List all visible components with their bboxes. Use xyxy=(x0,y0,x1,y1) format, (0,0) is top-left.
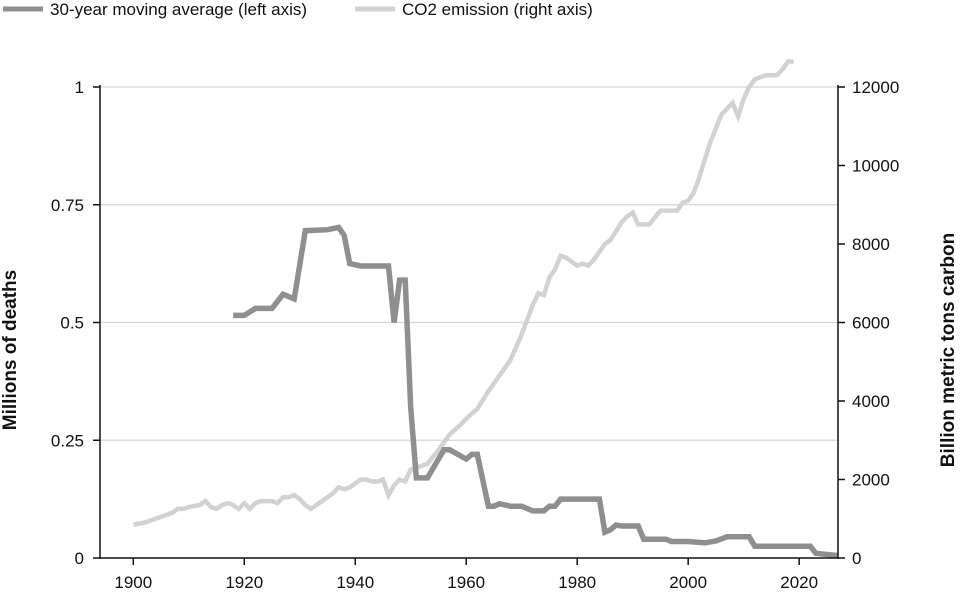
y-left-tick-label: 1 xyxy=(75,78,84,97)
legend-label-moving-average: 30-year moving average (left axis) xyxy=(50,0,307,19)
y-right-tick-label: 2000 xyxy=(852,471,890,490)
gridlines xyxy=(100,86,838,441)
y-right-tick-label: 0 xyxy=(852,549,861,568)
x-tick-label: 1980 xyxy=(558,573,596,592)
y-left-tick-label: 0.75 xyxy=(51,196,84,215)
series-layer xyxy=(132,59,839,559)
series-line-moving-average xyxy=(233,224,839,559)
legend-label-co2-emission: CO2 emission (right axis) xyxy=(402,0,593,19)
y-left-axis-title: Millions of deaths xyxy=(0,270,21,430)
y-right-tick-label: 8000 xyxy=(852,235,890,254)
y-right-tick-label: 12000 xyxy=(852,78,899,97)
y-left-tick-label: 0.5 xyxy=(60,314,84,333)
x-tick-label: 1900 xyxy=(114,573,152,592)
y-left-tick-label: 0.25 xyxy=(51,431,84,450)
y-right-tick-label: 4000 xyxy=(852,392,890,411)
x-tick-label: 1940 xyxy=(336,573,374,592)
y-right-tick-label: 10000 xyxy=(852,157,899,176)
x-tick-label: 2000 xyxy=(669,573,707,592)
x-axis-ticks: 1900 1920 1940 1960 1980 2000 2020 xyxy=(114,558,818,592)
x-tick-label: 2020 xyxy=(780,573,818,592)
y-right-axis-ticks: 0 2000 4000 6000 8000 10000 12000 xyxy=(838,78,899,568)
x-tick-label: 1960 xyxy=(447,573,485,592)
y-right-tick-label: 6000 xyxy=(852,314,890,333)
series-line-co2-emission xyxy=(132,59,794,527)
y-right-axis-title: Billion metric tons carbon xyxy=(938,233,959,467)
y-left-tick-label: 0 xyxy=(75,549,84,568)
y-left-axis-ticks: 0 0.25 0.5 0.75 1 xyxy=(51,78,100,568)
x-tick-label: 1920 xyxy=(225,573,263,592)
legend: 30-year moving average (left axis) CO2 e… xyxy=(3,0,593,19)
